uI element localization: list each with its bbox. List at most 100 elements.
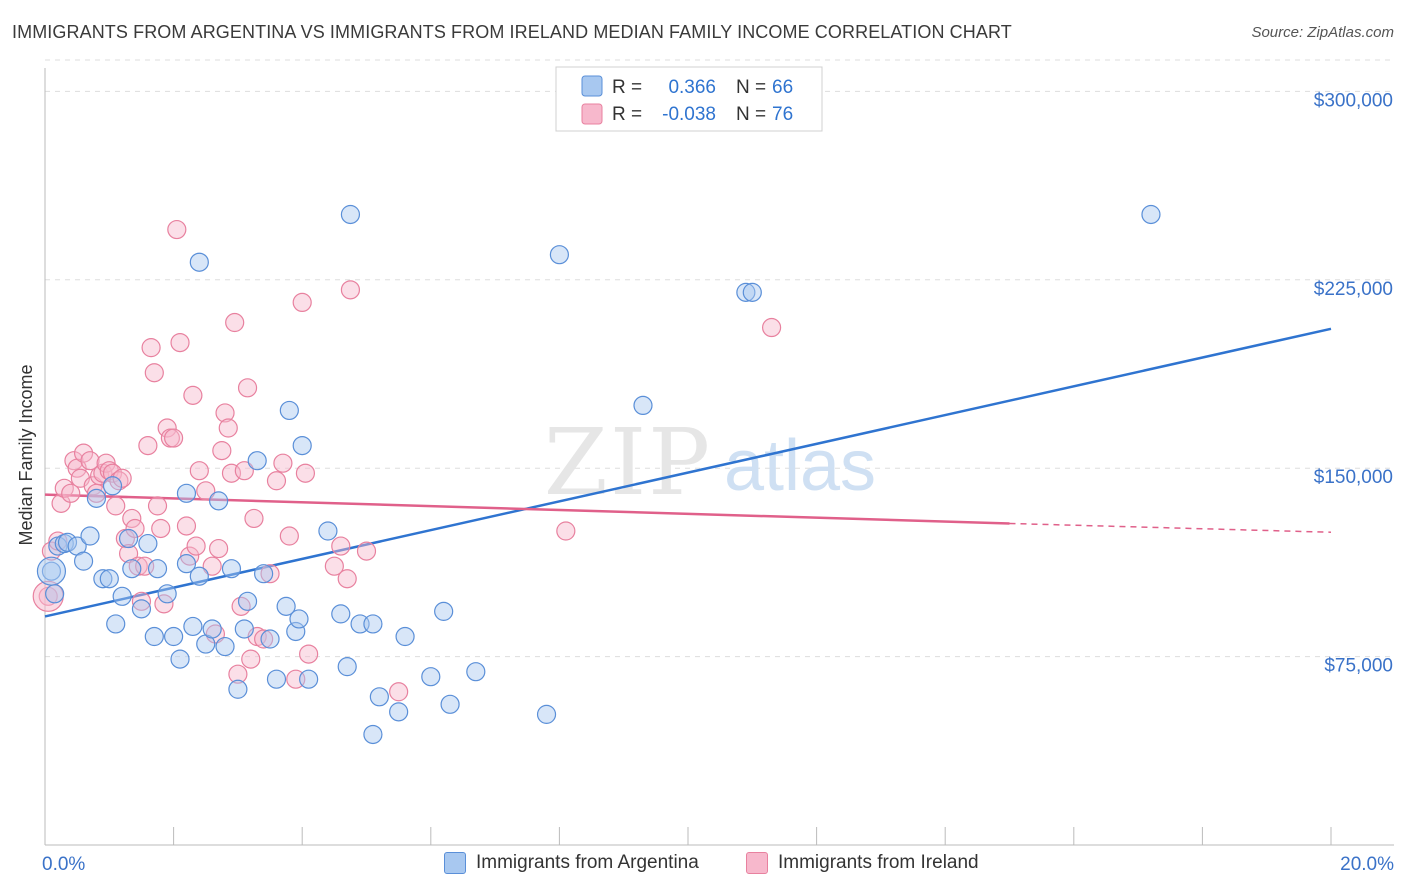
point-argentina-23 — [176, 554, 197, 574]
point-argentina-8 — [86, 488, 107, 508]
point-argentina-38 — [260, 629, 280, 649]
point-ireland-72 — [340, 280, 361, 300]
legend-n-value-argentina: 66 — [772, 77, 793, 98]
legend-r-label-ireland: R = — [612, 104, 642, 125]
point-argentina-4 — [57, 532, 78, 552]
point-argentina-44 — [292, 435, 312, 456]
point-argentina-18 — [144, 626, 164, 647]
point-argentina-54 — [389, 702, 409, 722]
point-argentina-16 — [131, 599, 152, 619]
point-argentina-57 — [434, 601, 454, 621]
point-ireland-39 — [176, 516, 197, 536]
point-argentina-21 — [164, 626, 184, 647]
point-argentina-14 — [118, 528, 139, 549]
legend-n-label-ireland: N = — [736, 104, 766, 125]
point-argentina-62 — [633, 395, 653, 415]
point-argentina-10 — [99, 569, 119, 589]
point-argentina-35 — [237, 591, 258, 611]
series-argentina — [36, 204, 1161, 745]
point-argentina-27 — [189, 252, 209, 272]
x-tick-label-min: 0.0% — [42, 854, 85, 875]
point-ireland-29 — [141, 338, 161, 358]
point-argentina-49 — [340, 204, 361, 225]
point-argentina-34 — [234, 619, 254, 639]
point-argentina-45 — [299, 669, 319, 689]
watermark-atlas: atlas — [724, 426, 876, 506]
point-ireland-55 — [234, 461, 254, 481]
y-tick-labels: $75,000 $150,000 $225,000 $300,000 — [1314, 90, 1393, 676]
legend-n-label-argentina: N = — [736, 77, 766, 98]
legend-n-value-ireland: 76 — [772, 104, 793, 125]
point-ireland-20 — [112, 468, 132, 488]
trend-line-argentina — [44, 327, 1332, 618]
point-argentina-48 — [337, 657, 357, 677]
point-argentina-11 — [102, 476, 123, 496]
point-argentina-17 — [138, 533, 158, 554]
legend-swatch-argentina — [581, 75, 603, 97]
point-argentina-64 — [742, 282, 762, 302]
point-argentina-55 — [395, 626, 415, 647]
source-label: Source: ZipAtlas.com — [1251, 24, 1394, 41]
point-argentina-52 — [369, 687, 389, 707]
point-ireland-50 — [218, 418, 238, 438]
point-argentina-58 — [440, 694, 460, 714]
point-argentina-56 — [421, 667, 441, 687]
point-ireland-43 — [189, 461, 209, 481]
point-argentina-47 — [331, 604, 351, 624]
point-ireland-36 — [164, 428, 184, 448]
point-ireland-76 — [761, 317, 782, 338]
point-ireland-26 — [131, 591, 152, 611]
point-ireland-62 — [266, 471, 287, 491]
point-ireland-63 — [273, 453, 293, 473]
point-argentina-42 — [286, 621, 306, 642]
point-argentina-41 — [279, 400, 299, 421]
legend-r-value-ireland: -0.038 — [662, 104, 716, 125]
point-ireland-56 — [237, 378, 258, 398]
point-ireland-28 — [138, 435, 158, 456]
point-argentina-26 — [189, 566, 209, 586]
point-ireland-24 — [125, 518, 145, 539]
point-ireland-10 — [80, 451, 100, 471]
point-argentina-12 — [106, 614, 126, 634]
point-argentina-22 — [170, 649, 190, 669]
point-ireland-71 — [337, 569, 357, 589]
point-argentina-51 — [363, 614, 383, 634]
point-argentina-36 — [247, 451, 267, 471]
axes — [44, 68, 1394, 846]
point-argentina-9 — [93, 569, 113, 589]
point-argentina-1 — [45, 584, 65, 604]
point-ireland-38 — [170, 333, 190, 353]
legend-label-ireland: Immigrants from Ireland — [778, 852, 979, 873]
point-argentina-20 — [157, 584, 177, 604]
point-argentina-31 — [215, 636, 235, 657]
point-ireland-31 — [147, 496, 168, 516]
legend-item-ireland: Immigrants from Ireland — [746, 852, 979, 874]
point-ireland-67 — [295, 463, 316, 483]
point-ireland-47 — [209, 538, 229, 559]
point-argentina-24 — [176, 483, 197, 503]
point-ireland-74 — [389, 682, 409, 702]
point-argentina-29 — [202, 619, 222, 639]
y-tick-label-2: $225,000 — [1314, 279, 1393, 300]
point-argentina-13 — [112, 586, 132, 606]
point-argentina-37 — [254, 564, 274, 584]
point-argentina-65 — [1141, 204, 1161, 225]
legend-swatch-ireland — [581, 103, 603, 125]
point-ireland-37 — [167, 219, 187, 240]
point-ireland-75 — [556, 521, 576, 541]
y-axis-label: Median Family Income — [16, 364, 36, 545]
point-argentina-40 — [276, 596, 296, 616]
point-ireland-70 — [331, 536, 351, 556]
point-ireland-52 — [225, 312, 245, 333]
legend-r-value-argentina: 0.366 — [668, 77, 716, 98]
point-argentina-43 — [289, 609, 309, 629]
point-ireland-61 — [260, 564, 280, 584]
top-legend: R = 0.366 N = 66 R = -0.038 N = 76 — [555, 66, 823, 132]
point-ireland-60 — [254, 629, 274, 649]
point-ireland-58 — [244, 508, 264, 529]
point-argentina-61 — [549, 245, 570, 265]
point-ireland-5 — [61, 483, 81, 503]
trend-line-ireland-extension — [1009, 522, 1332, 534]
point-argentina-39 — [266, 669, 287, 689]
